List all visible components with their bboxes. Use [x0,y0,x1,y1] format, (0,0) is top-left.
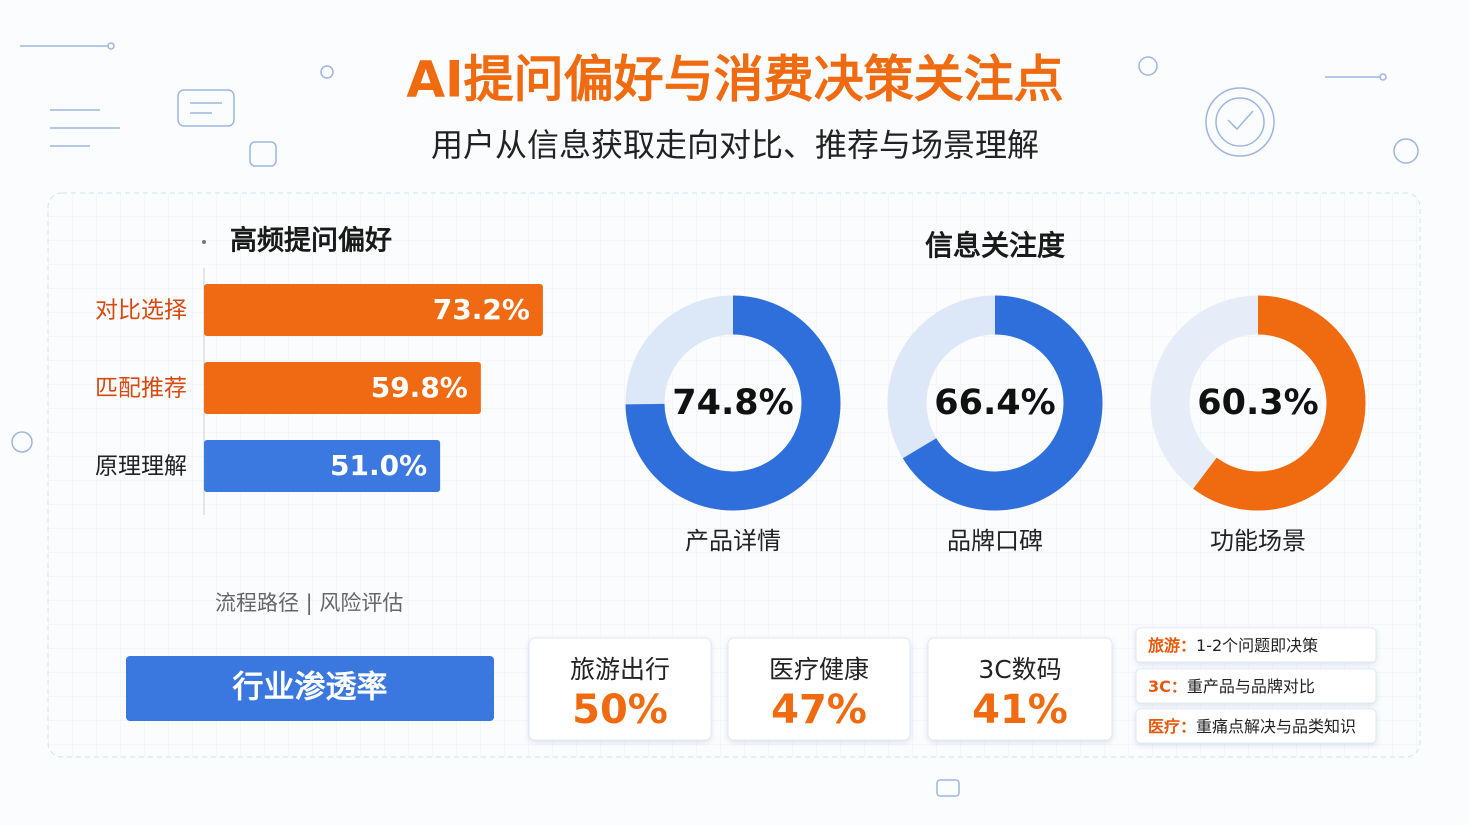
tip-text: 1-2个问题即决策 [1196,636,1318,655]
value-label: 51.0% [330,449,427,482]
industry-value: 41% [972,687,1068,733]
category-label: 匹配推荐 [95,376,187,402]
industry-name: 医疗健康 [769,655,869,684]
tip-label: 旅游： [1148,636,1196,655]
title: AI提问偏好与消费决策关注点 [406,51,1063,109]
value-label: 59.8% [371,371,468,404]
industry-name: 旅游出行 [570,655,670,684]
bullet [202,240,206,244]
category-label: 原理理解 [95,454,187,480]
donut-category: 产品详情 [685,527,781,555]
donut-arc [625,295,841,511]
category-label: 对比选择 [95,298,187,324]
tip-label: 医疗： [1148,717,1196,736]
industry-value: 47% [771,687,867,733]
donut-category: 品牌口碑 [947,527,1043,555]
donut-arc [902,295,1103,511]
industry-value: 50% [572,687,668,733]
donut-value: 60.3% [1197,383,1318,423]
donut-arc [1193,295,1366,511]
donut-category: 功能场景 [1210,527,1306,555]
tip: 旅游：1-2个问题即决策 [1148,636,1318,655]
tip: 3C：重产品与品牌对比 [1148,677,1315,696]
industry-card [528,637,712,741]
industry-name: 3C数码 [978,655,1061,684]
bar [204,440,441,492]
donut-chart-title: 信息关注度 [925,229,1065,262]
subtitle: 用户从信息获取走向对比、推荐与场景理解 [431,126,1039,164]
value-label: 73.2% [433,293,530,326]
bar [204,284,543,336]
industry-card [927,637,1113,741]
tip-box [1135,668,1377,704]
industry-button [126,656,494,721]
donut-value: 74.8% [672,383,793,423]
bar [204,362,481,414]
tip-box [1135,708,1377,744]
tip-label: 3C： [1148,677,1187,696]
note: 流程路径 | 风险评估 [215,591,403,616]
donut-value: 66.4% [934,383,1055,423]
bar-chart-title: 高频提问偏好 [230,225,392,257]
tip-text: 重产品与品牌对比 [1187,677,1315,696]
decoration [11,42,1419,797]
tip-box [1135,627,1377,663]
tip: 医疗：重痛点解决与品类知识 [1148,717,1356,736]
tip-text: 重痛点解决与品类知识 [1196,717,1356,736]
industry-card [727,637,911,741]
industry-title: 行业渗透率 [232,670,388,706]
